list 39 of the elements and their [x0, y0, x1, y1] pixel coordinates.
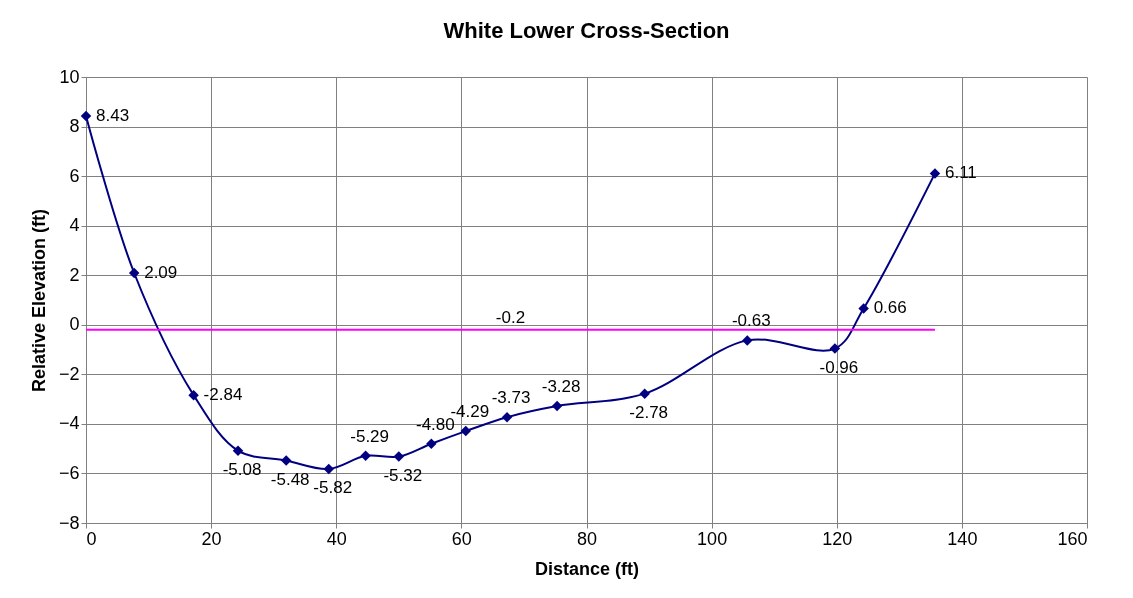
text: -4.80	[415, 414, 455, 434]
y-tick-label: 0	[69, 314, 80, 335]
x-tick-label: 160	[1057, 528, 1088, 549]
x-tick-label: 60	[451, 528, 472, 549]
x-tick-label: 120	[822, 528, 853, 549]
x-tick-label: 40	[326, 528, 347, 549]
text: 6.11	[944, 163, 977, 183]
text: 0.66	[873, 298, 907, 318]
text: -3.28	[541, 377, 581, 397]
chart-title: White Lower Cross-Section	[443, 18, 730, 43]
y-tick-label: 2	[69, 264, 80, 285]
x-tick-label: 0	[86, 528, 97, 549]
text: -5.48	[270, 469, 310, 489]
text: -2.78	[629, 402, 669, 422]
text: -5.29	[350, 426, 390, 446]
y-tick-label: 10	[59, 66, 80, 87]
text: 2.09	[144, 262, 178, 282]
text: -5.32	[383, 465, 423, 485]
y-tick-label: −2	[58, 363, 80, 384]
y-tick-label: −6	[58, 462, 80, 483]
text: -3.73	[491, 388, 531, 408]
x-tick-label: 20	[201, 528, 222, 549]
y-tick-label: −4	[58, 413, 80, 434]
x-tick-label: 100	[697, 528, 728, 549]
x-axis-title: Distance (ft)	[534, 558, 640, 579]
y-tick-label: −8	[58, 512, 80, 533]
text: -0.96	[819, 357, 859, 377]
y-tick-label: 6	[69, 165, 80, 186]
x-tick-label: 140	[947, 528, 978, 549]
y-tick-label: 4	[69, 215, 80, 236]
text: -0.63	[731, 311, 771, 331]
y-axis-title: Relative Elevation (ft)	[28, 208, 49, 393]
text: -2.84	[203, 385, 243, 405]
x-tick-label: 80	[576, 528, 598, 549]
y-tick-label: 8	[69, 116, 80, 137]
text: 8.43	[96, 105, 130, 125]
text: -5.08	[222, 459, 262, 479]
text: -5.82	[313, 477, 353, 497]
ref-line-label: -0.2	[495, 307, 526, 327]
